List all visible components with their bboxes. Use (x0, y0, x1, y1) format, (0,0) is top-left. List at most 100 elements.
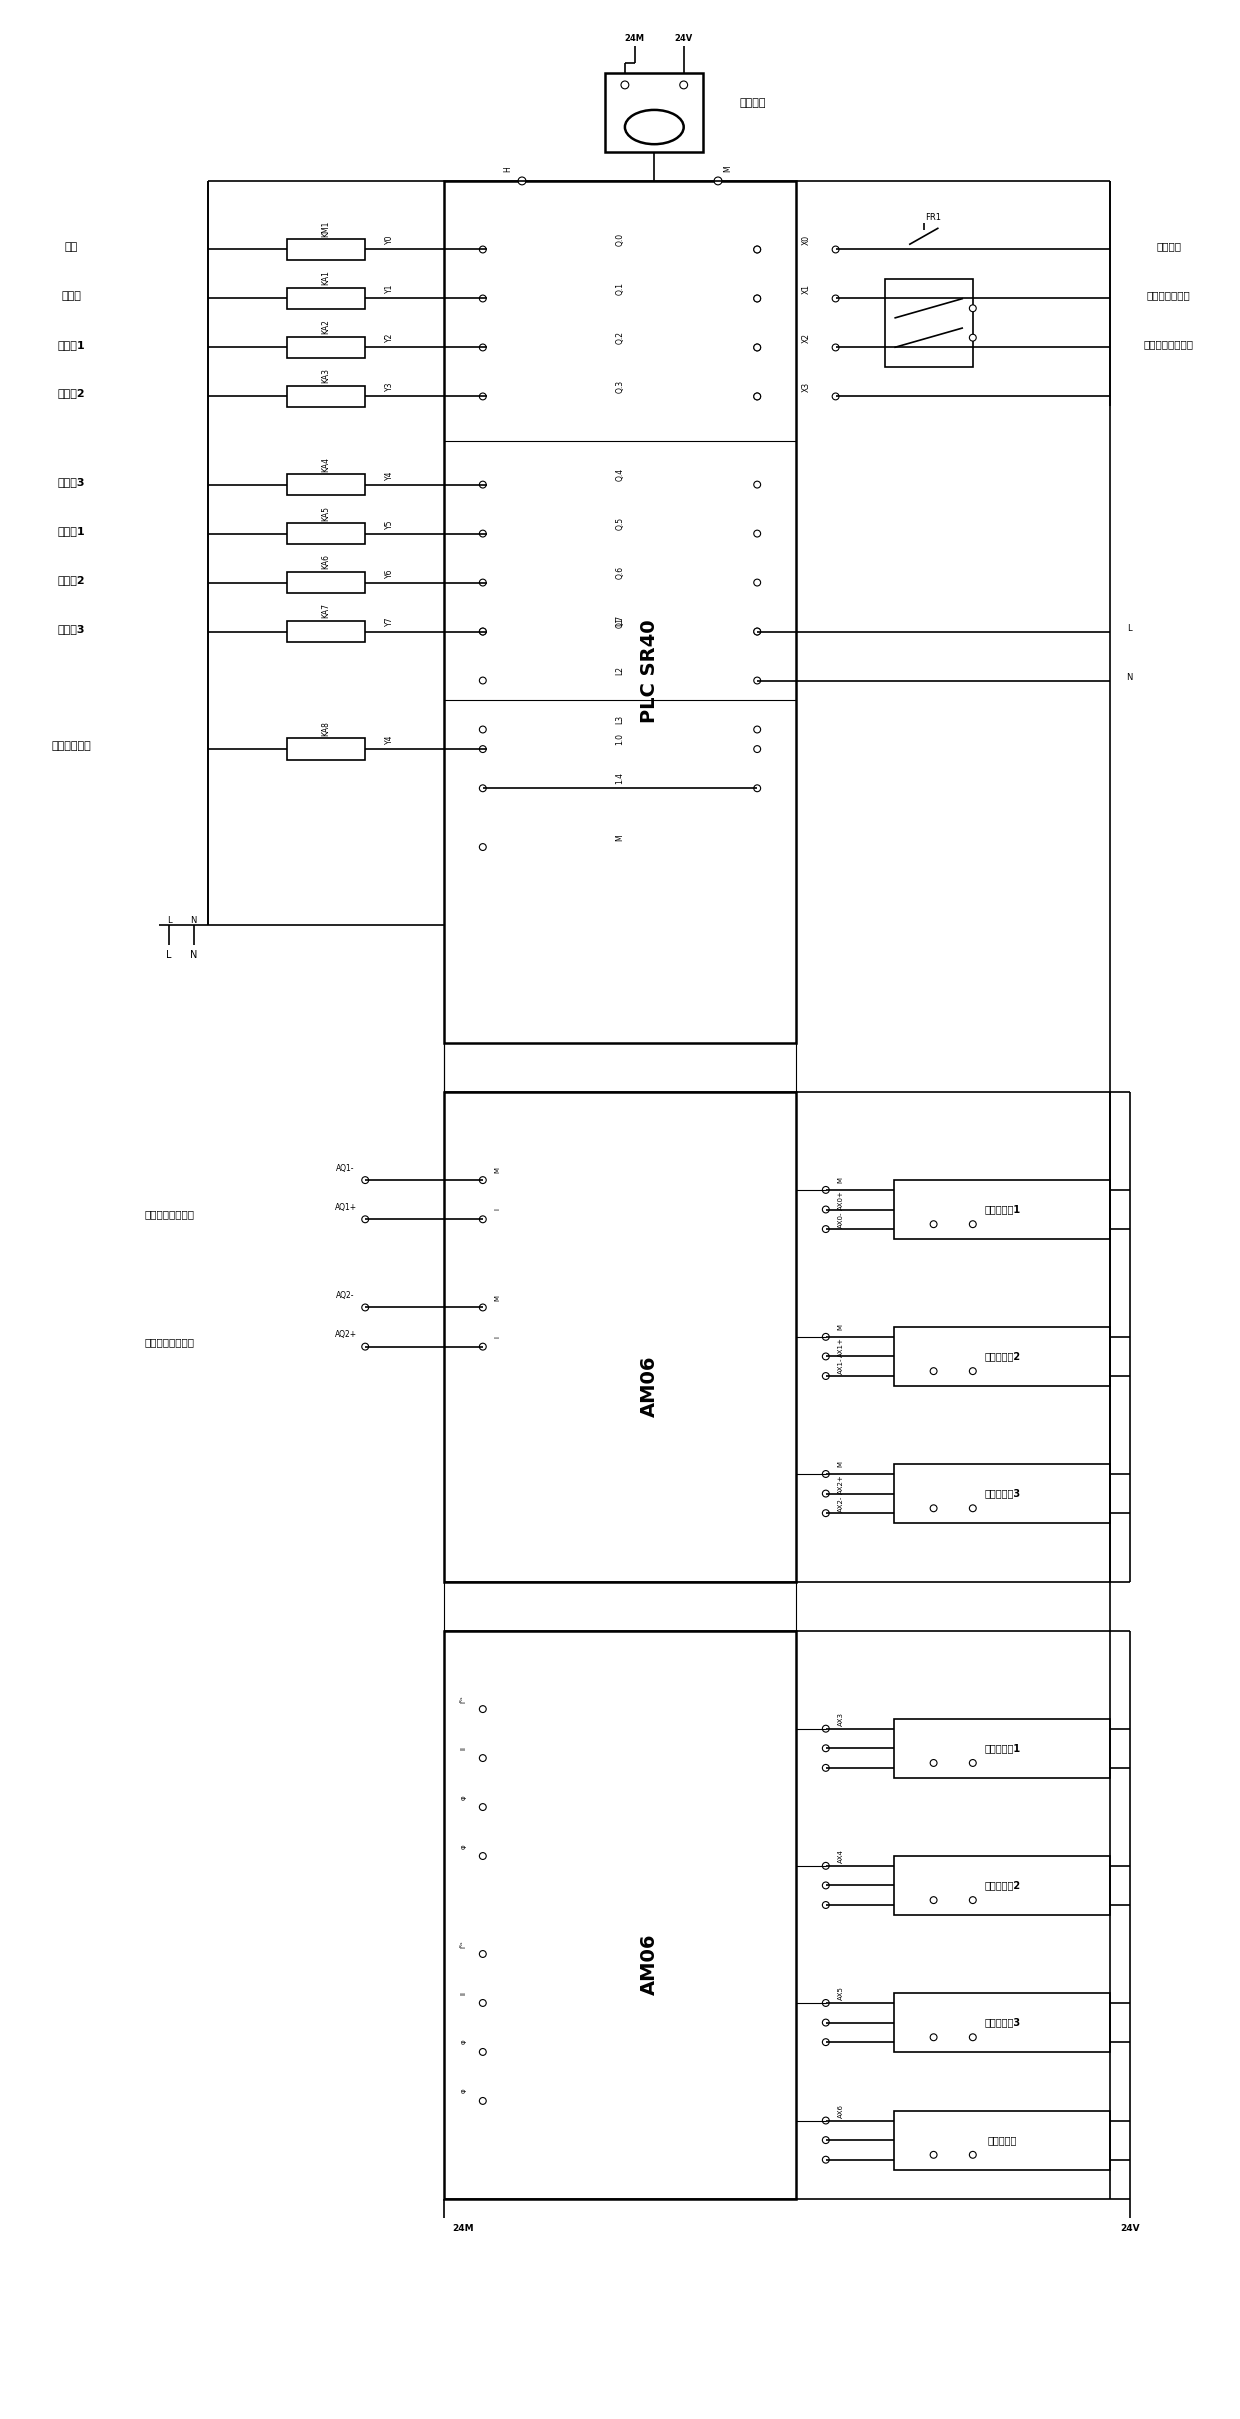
Circle shape (930, 2034, 937, 2042)
Text: X0: X0 (802, 235, 811, 244)
Text: 水泵: 水泵 (64, 242, 78, 252)
Text: AX3: AX3 (837, 1713, 843, 1725)
Text: 流量阀3: 流量阀3 (57, 477, 86, 486)
Text: M: M (837, 1461, 843, 1468)
Circle shape (822, 1226, 830, 1234)
Text: Q.2: Q.2 (615, 331, 625, 343)
Circle shape (680, 80, 688, 90)
Text: 流量阀1: 流量阀1 (57, 339, 86, 348)
Bar (286, 239, 366, 261)
Text: PLC SR40: PLC SR40 (640, 619, 658, 723)
Text: 压差阀3: 压差阀3 (57, 624, 86, 634)
Circle shape (822, 1352, 830, 1359)
Bar (286, 622, 366, 643)
Circle shape (621, 80, 629, 90)
Text: φ: φ (460, 1843, 466, 1848)
Circle shape (754, 629, 760, 634)
Text: 24M: 24M (453, 2223, 474, 2233)
Text: M: M (495, 1294, 501, 1301)
Circle shape (822, 1901, 830, 1909)
Text: 冷却机组启停: 冷却机组启停 (51, 740, 91, 752)
Text: AX1+: AX1+ (837, 1338, 843, 1357)
Bar (286, 738, 366, 760)
Text: Y6: Y6 (386, 568, 394, 578)
Circle shape (822, 2117, 830, 2124)
Text: M: M (837, 1323, 843, 1330)
Ellipse shape (625, 109, 683, 145)
Text: 24V: 24V (1120, 2223, 1140, 2233)
Text: L1: L1 (615, 617, 625, 627)
Circle shape (822, 1763, 830, 1771)
Text: L: L (167, 917, 171, 924)
Circle shape (480, 1705, 486, 1713)
Text: KA4: KA4 (321, 457, 331, 472)
Circle shape (970, 1759, 976, 1766)
Text: Y5: Y5 (386, 520, 394, 527)
Text: FR1: FR1 (925, 213, 941, 223)
Text: AX6: AX6 (837, 2105, 843, 2117)
Circle shape (930, 2150, 937, 2158)
Circle shape (480, 530, 486, 537)
Circle shape (480, 247, 486, 254)
Text: X1: X1 (802, 283, 811, 293)
Text: 水泵故障: 水泵故障 (1156, 242, 1182, 252)
Text: AM06: AM06 (640, 1933, 658, 1996)
Text: 24V: 24V (675, 34, 693, 44)
Text: 流量传感器2: 流量传感器2 (985, 1352, 1021, 1362)
Text: 操作面板: 操作面板 (739, 97, 765, 106)
Text: 流量传感器1: 流量传感器1 (985, 1205, 1021, 1214)
Circle shape (362, 1304, 368, 1311)
Circle shape (480, 1805, 486, 1809)
Text: AX0+: AX0+ (837, 1190, 843, 1210)
Text: Q.1: Q.1 (615, 283, 625, 295)
Circle shape (480, 343, 486, 351)
Text: AX5: AX5 (837, 1986, 843, 2001)
Circle shape (970, 305, 976, 312)
Circle shape (822, 1725, 830, 1732)
Bar (884, 278, 973, 368)
Circle shape (832, 343, 839, 351)
Circle shape (970, 334, 976, 341)
Text: 加热器超温保护: 加热器超温保护 (1147, 290, 1190, 300)
Text: 压差传感器1: 压差传感器1 (985, 1744, 1021, 1754)
Text: 1.0: 1.0 (615, 733, 625, 745)
Text: II: II (460, 1991, 466, 1996)
Text: II: II (460, 1747, 466, 1751)
Bar (894, 1720, 1110, 1778)
Text: KA6: KA6 (321, 554, 331, 568)
Circle shape (480, 481, 486, 489)
Text: Q.3: Q.3 (615, 380, 625, 394)
Bar (286, 571, 366, 593)
Circle shape (754, 343, 760, 351)
Text: 24M: 24M (625, 34, 645, 44)
Text: Y2: Y2 (386, 334, 394, 343)
Text: AX4: AX4 (837, 1848, 843, 1863)
Circle shape (822, 2020, 830, 2027)
Circle shape (480, 578, 486, 585)
Circle shape (480, 677, 486, 685)
Circle shape (822, 2001, 830, 2005)
Bar (286, 385, 366, 406)
Text: 电加热: 电加热 (61, 290, 81, 300)
Circle shape (930, 1367, 937, 1374)
Circle shape (480, 629, 486, 634)
Text: L3: L3 (615, 716, 625, 723)
Text: KA2: KA2 (321, 319, 331, 334)
Circle shape (362, 1217, 368, 1222)
Circle shape (970, 1896, 976, 1904)
Text: KM1: KM1 (321, 220, 331, 237)
Circle shape (822, 1372, 830, 1379)
Circle shape (754, 247, 760, 254)
Circle shape (822, 1471, 830, 1478)
Circle shape (480, 1304, 486, 1311)
Circle shape (970, 1367, 976, 1374)
Text: Iᴿˢ: Iᴿˢ (460, 1696, 466, 1703)
Circle shape (480, 726, 486, 733)
Text: H: H (502, 167, 512, 172)
Bar (894, 1993, 1110, 2051)
Text: φ: φ (460, 2039, 466, 2044)
Circle shape (970, 2150, 976, 2158)
Circle shape (480, 2049, 486, 2056)
Circle shape (480, 1853, 486, 1860)
Text: X2: X2 (802, 334, 811, 343)
